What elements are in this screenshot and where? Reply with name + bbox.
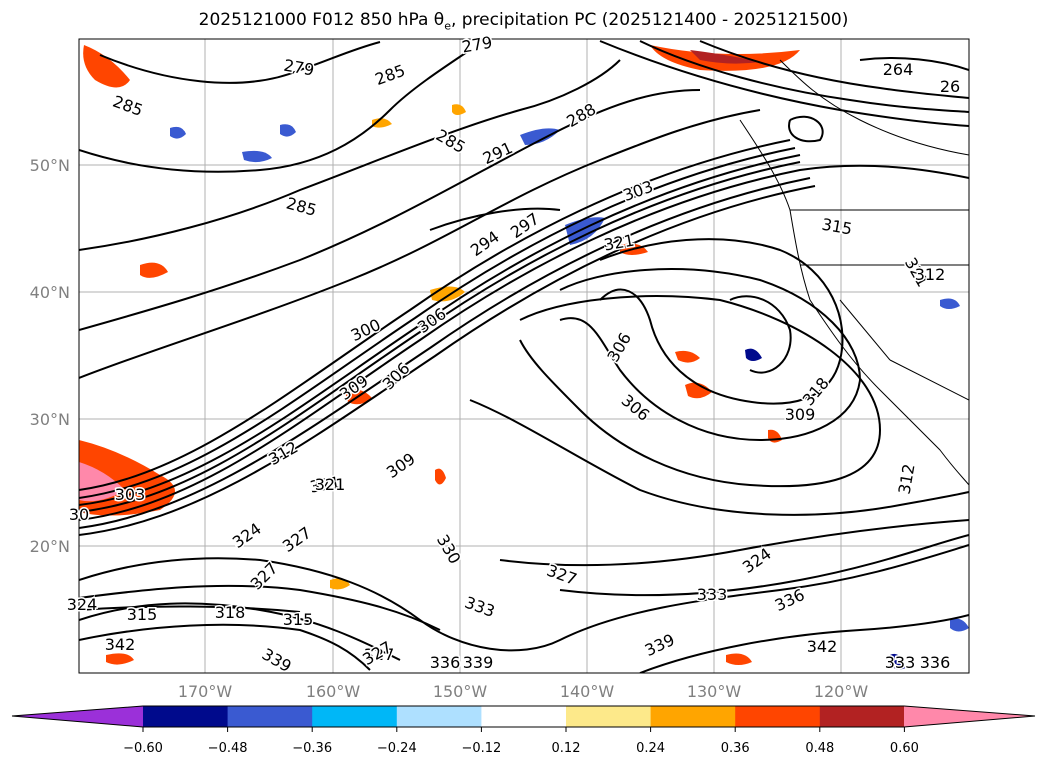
- colorbar-tick-label: −0.12: [461, 741, 501, 756]
- gridlines: [79, 39, 969, 673]
- contour-label: 264: [883, 60, 914, 79]
- colorbar-tick-labels: −0.60 −0.48 −0.36 −0.24 −0.12 0.12 0.24 0.36 0.4…: [123, 727, 919, 756]
- lat-label-40n: 40°N: [30, 283, 70, 302]
- theta-e-contours: [79, 40, 969, 673]
- precip-shading: [79, 45, 969, 670]
- colorbar-bin: [650, 706, 736, 727]
- longitude-labels: 170°W 160°W 150°W 140°W 130°W 120°W: [178, 682, 869, 701]
- contour-label: 342: [105, 635, 136, 654]
- lon-label-170w: 170°W: [178, 682, 233, 701]
- colorbar-tick-label: 0.24: [636, 741, 665, 756]
- colorbar-tick-label: 0.12: [552, 741, 581, 756]
- lon-label-150w: 150°W: [433, 682, 488, 701]
- colorbar-bin: [819, 706, 905, 727]
- contour-label: 336: [920, 653, 951, 672]
- figure-title: 2025121000 F012 850 hPa θe, precipitatio…: [0, 10, 1047, 32]
- contour-label: 333: [697, 585, 728, 604]
- colorbar-bin: [481, 706, 567, 727]
- lat-label-50n: 50°N: [30, 156, 70, 175]
- contour-label: 336: [430, 653, 461, 672]
- contour-label: 327: [364, 645, 395, 664]
- colorbar-bins: [143, 706, 905, 727]
- colorbar-bin: [312, 706, 398, 727]
- colorbar-tick-label: −0.24: [377, 741, 417, 756]
- map-content: [79, 39, 969, 673]
- colorbar-tick-label: −0.48: [208, 741, 248, 756]
- colorbar-bin: [143, 706, 229, 727]
- colorbar-bin: [396, 706, 482, 727]
- contour-label: 324: [67, 595, 98, 614]
- coastlines: [739, 59, 969, 486]
- contour-label: 30: [69, 505, 89, 524]
- colorbar-bin: [566, 706, 652, 727]
- lon-label-140w: 140°W: [560, 682, 615, 701]
- colorbar-bin: [735, 706, 821, 727]
- lon-label-160w: 160°W: [306, 682, 361, 701]
- contour-label: 339: [463, 653, 494, 672]
- contour-label: 333: [885, 653, 916, 672]
- latitude-labels: 50°N 40°N 30°N 20°N: [30, 156, 70, 556]
- lon-label-130w: 130°W: [687, 682, 742, 701]
- contour-label: 315: [127, 605, 158, 624]
- colorbar-tick-label: −0.36: [292, 741, 332, 756]
- lat-label-30n: 30°N: [30, 410, 70, 429]
- contour-label: 318: [215, 603, 246, 622]
- colorbar-tick-label: −0.60: [123, 741, 163, 756]
- contour-label: 303: [115, 485, 146, 504]
- lat-label-20n: 20°N: [30, 537, 70, 556]
- contour-label: 342: [807, 637, 838, 656]
- colorbar-tick-label: 0.48: [805, 741, 834, 756]
- colorbar-bin: [227, 706, 313, 727]
- plot-border: [78, 38, 970, 674]
- contour-label: 312: [915, 265, 946, 284]
- lon-label-120w: 120°W: [814, 682, 869, 701]
- colorbar: −0.60 −0.48 −0.36 −0.24 −0.12 0.12 0.24 0.36 0.4…: [11, 705, 1036, 756]
- colorbar-over-extension: [904, 706, 1035, 727]
- colorbar-tick-label: 0.36: [721, 741, 750, 756]
- colorbar-tick-label: 0.60: [890, 741, 919, 756]
- title-subscript: e: [444, 19, 451, 33]
- title-prefix: 2025121000 F012 850 hPa θ: [198, 10, 445, 30]
- contour-label: 26: [940, 77, 960, 96]
- contour-label: 321: [315, 475, 346, 494]
- contour-label: 309: [785, 405, 816, 424]
- colorbar-under-extension: [12, 706, 143, 727]
- title-suffix: , precipitation PC (2025121400 - 2025121…: [450, 10, 849, 30]
- contour-label: 315: [283, 610, 314, 629]
- plot-area: [79, 39, 969, 673]
